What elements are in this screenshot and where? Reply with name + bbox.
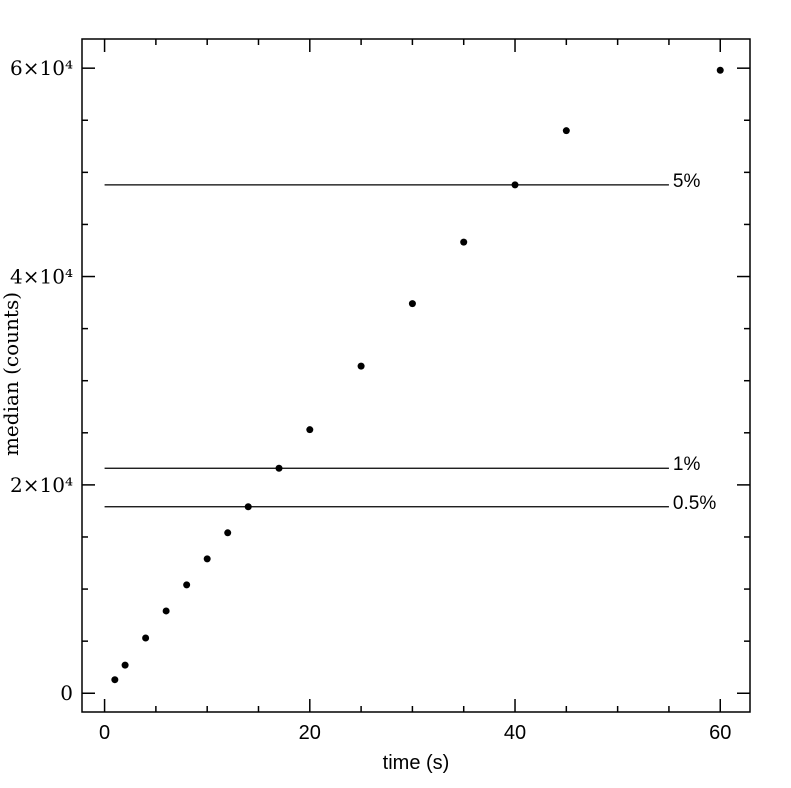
plot-frame	[81, 38, 751, 713]
data-point	[224, 529, 232, 537]
reference-line-label: 1%	[673, 454, 701, 475]
y-tick-label: 6×10⁴	[10, 56, 73, 80]
y-tick-label: 4×10⁴	[10, 265, 73, 289]
data-point	[244, 503, 252, 511]
data-point	[562, 127, 570, 135]
axis-ticks	[82, 39, 750, 712]
y-axis-title: median (counts)	[0, 292, 23, 456]
data-point	[275, 464, 283, 472]
data-points	[111, 66, 724, 684]
data-point	[203, 555, 211, 563]
data-point	[142, 634, 150, 642]
x-tick-label: 20	[299, 722, 321, 744]
data-point	[111, 676, 119, 684]
y-tick-label: 0	[60, 681, 73, 705]
data-point	[306, 426, 314, 434]
x-tick-label: 0	[99, 722, 110, 744]
data-point	[121, 661, 129, 669]
x-axis-title: time (s)	[383, 752, 450, 774]
reference-line-label: 0.5%	[673, 493, 716, 514]
reference-lines: 5% 1% 0.5%	[104, 171, 716, 514]
x-tick-label: 60	[709, 722, 731, 744]
data-point	[511, 181, 519, 189]
plot-frame-border	[81, 38, 751, 713]
data-point	[357, 362, 365, 370]
data-point	[162, 607, 170, 615]
reference-line-label: 5%	[673, 171, 701, 192]
data-point	[460, 238, 468, 246]
data-point	[183, 581, 191, 589]
data-point	[716, 66, 724, 74]
axis-tick-labels: 0 20 40 60 0 2×10⁴ 4×10⁴ 6×10⁴	[10, 56, 731, 744]
y-tick-label: 2×10⁴	[10, 473, 73, 497]
data-point	[408, 300, 416, 308]
x-tick-label: 40	[504, 722, 526, 744]
